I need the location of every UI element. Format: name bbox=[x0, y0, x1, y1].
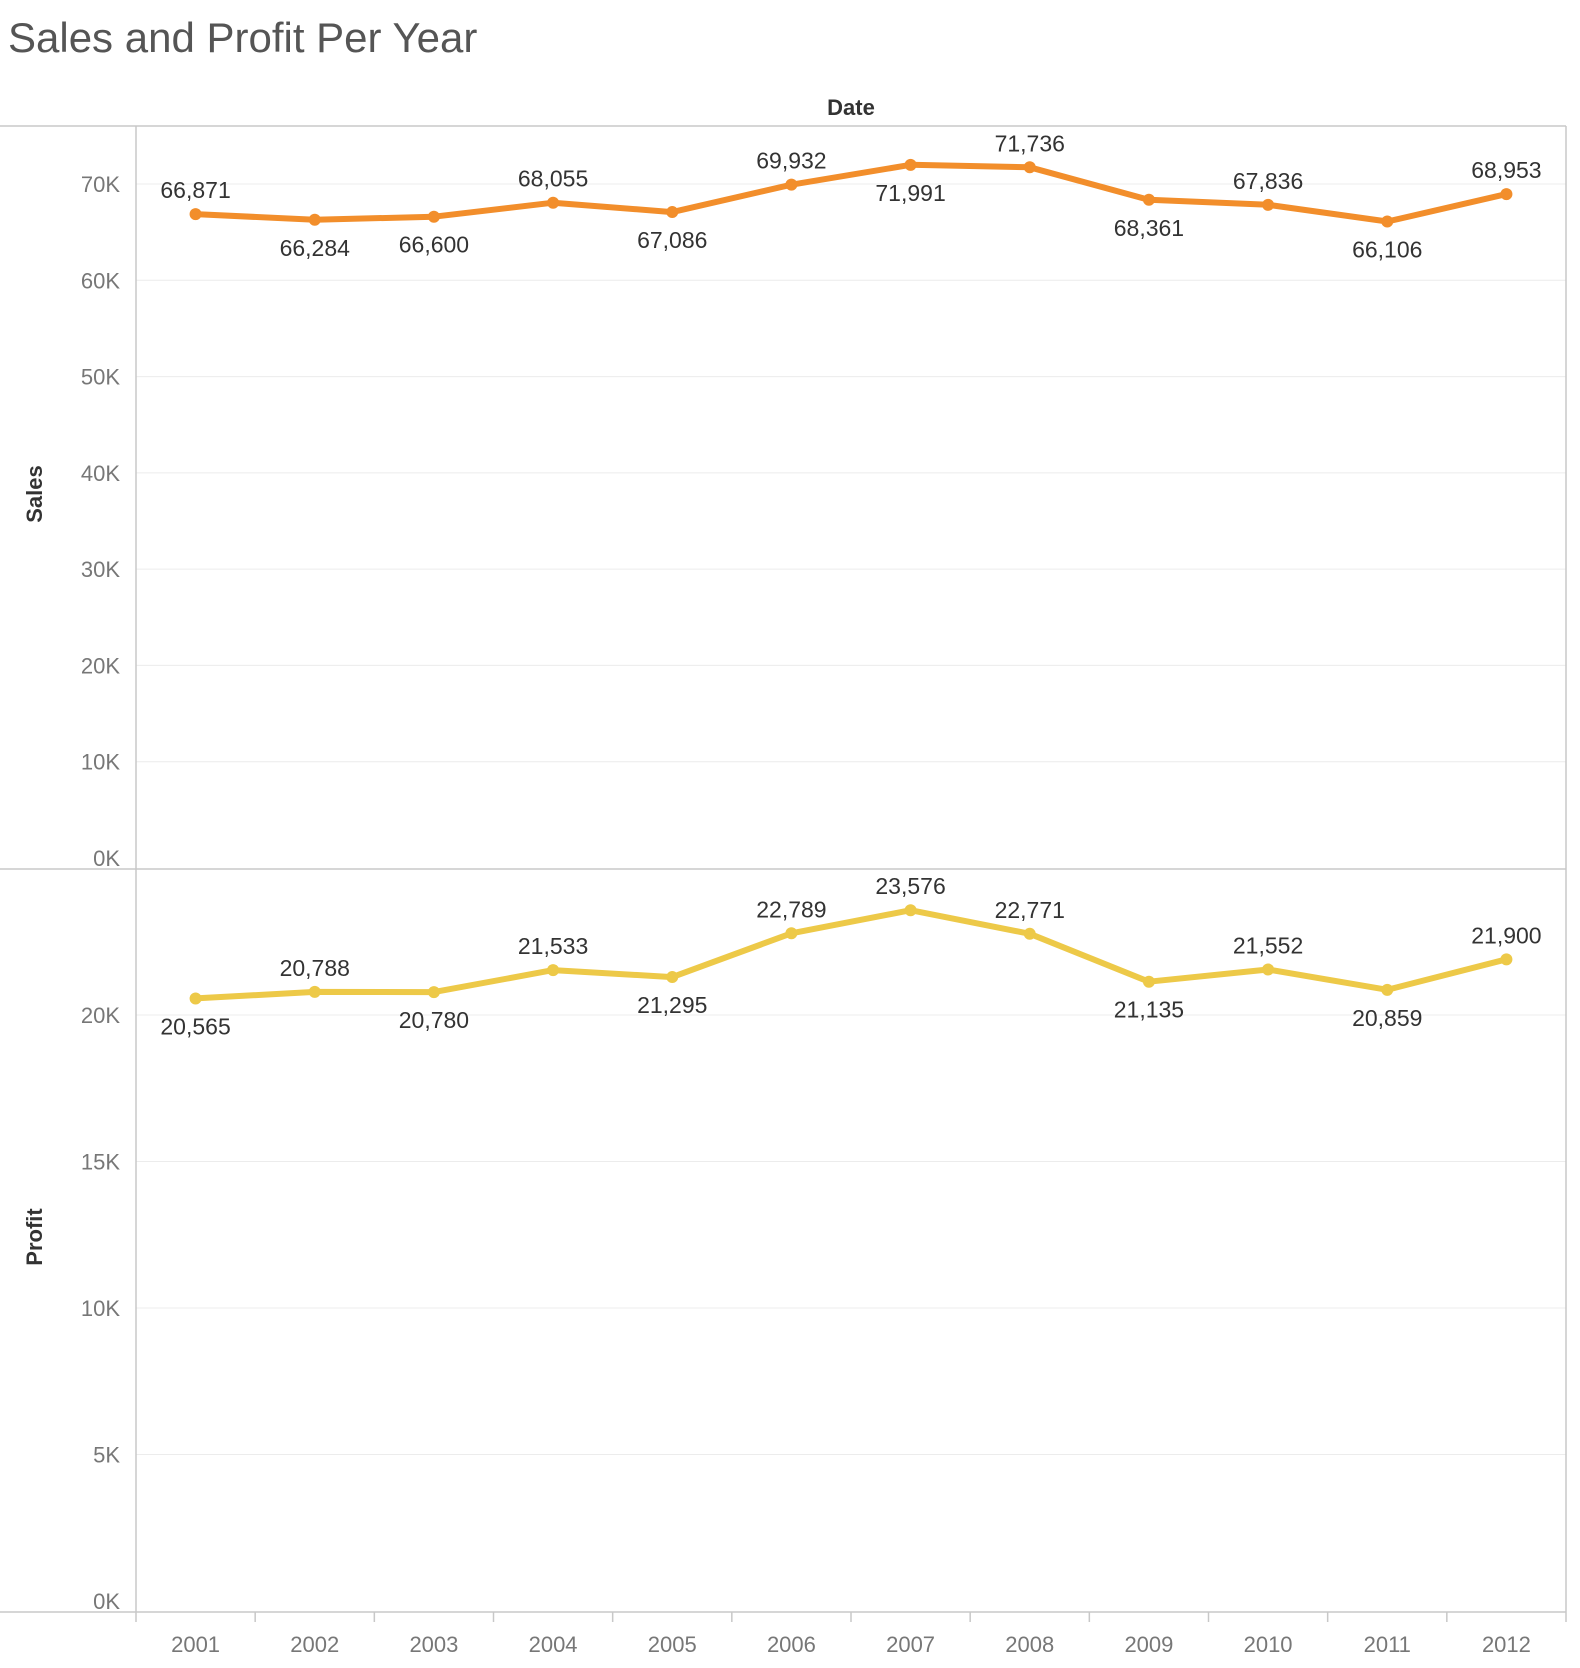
profit-data-label: 21,533 bbox=[518, 933, 588, 959]
x-tick-label: 2008 bbox=[1005, 1632, 1054, 1657]
sales-y-tick-label: 10K bbox=[81, 750, 120, 775]
sales-y-tick-label: 20K bbox=[81, 653, 120, 678]
sales-data-label: 67,836 bbox=[1233, 168, 1303, 194]
x-tick-label: 2003 bbox=[409, 1632, 458, 1657]
profit-data-label: 20,788 bbox=[280, 955, 350, 981]
sales-data-label: 66,106 bbox=[1352, 236, 1422, 262]
profit-data-label: 20,565 bbox=[160, 1013, 230, 1039]
sales-data-point bbox=[1500, 188, 1513, 201]
x-tick-label: 2002 bbox=[290, 1632, 339, 1657]
x-tick-label: 2006 bbox=[767, 1632, 816, 1657]
profit-data-point bbox=[1023, 927, 1036, 940]
x-tick-label: 2012 bbox=[1482, 1632, 1531, 1657]
sales-data-point bbox=[666, 206, 679, 219]
profit-data-label: 21,135 bbox=[1114, 997, 1184, 1023]
profit-data-label: 20,780 bbox=[399, 1007, 469, 1033]
x-tick-label: 2004 bbox=[529, 1632, 578, 1657]
sales-data-label: 67,086 bbox=[637, 227, 707, 253]
sales-data-point bbox=[427, 210, 440, 223]
profit-data-point bbox=[547, 964, 560, 977]
sales-data-label: 69,932 bbox=[756, 148, 826, 174]
profit-y-tick-label: 15K bbox=[81, 1150, 120, 1175]
profit-axis-label: Profit bbox=[22, 1208, 47, 1266]
sales-data-label: 66,871 bbox=[160, 177, 230, 203]
sales-data-label: 66,600 bbox=[399, 232, 469, 258]
profit-y-tick-label: 20K bbox=[81, 1003, 120, 1028]
profit-data-point bbox=[189, 992, 202, 1005]
sales-data-point bbox=[904, 158, 917, 171]
chart-title: Sales and Profit Per Year bbox=[8, 14, 478, 61]
sales-axis-label: Sales bbox=[22, 465, 47, 523]
sales-data-label: 68,361 bbox=[1114, 215, 1184, 241]
profit-data-point bbox=[1142, 975, 1155, 988]
sales-data-point bbox=[1262, 198, 1275, 211]
sales-y-tick-label: 70K bbox=[81, 172, 120, 197]
profit-data-label: 22,771 bbox=[995, 897, 1065, 923]
sales-data-label: 68,953 bbox=[1471, 157, 1541, 183]
sales-y-tick-label: 30K bbox=[81, 557, 120, 582]
profit-data-label: 20,859 bbox=[1352, 1005, 1422, 1031]
profit-data-point bbox=[427, 986, 440, 999]
profit-data-point bbox=[1500, 953, 1513, 966]
sales-data-label: 66,284 bbox=[280, 235, 351, 261]
profit-data-label: 22,789 bbox=[756, 896, 826, 922]
profit-data-point bbox=[308, 985, 321, 998]
sales-series-line bbox=[192, 161, 1510, 225]
column-header: Date bbox=[827, 95, 875, 120]
profit-series-line bbox=[192, 907, 1510, 1002]
x-tick-label: 2009 bbox=[1124, 1632, 1173, 1657]
profit-y-tick-label: 0K bbox=[93, 1589, 120, 1614]
sales-y-tick-label: 40K bbox=[81, 461, 120, 486]
sales-data-label: 71,991 bbox=[875, 180, 945, 206]
sales-y-tick-label: 50K bbox=[81, 365, 120, 390]
profit-y-tick-label: 10K bbox=[81, 1296, 120, 1321]
profit-data-label: 23,576 bbox=[875, 873, 945, 899]
profit-data-point bbox=[1262, 963, 1275, 976]
profit-y-tick-label: 5K bbox=[93, 1443, 120, 1468]
sales-data-point bbox=[1023, 161, 1036, 174]
x-tick-label: 2001 bbox=[171, 1632, 220, 1657]
profit-data-label: 21,900 bbox=[1471, 922, 1541, 948]
sales-data-point bbox=[308, 213, 321, 226]
sales-data-point bbox=[1142, 193, 1155, 206]
sales-y-tick-label: 0K bbox=[93, 846, 120, 871]
sales-data-point bbox=[785, 178, 798, 191]
sales-data-label: 71,736 bbox=[995, 130, 1065, 156]
profit-data-point bbox=[904, 904, 917, 917]
profit-data-label: 21,295 bbox=[637, 992, 707, 1018]
profit-data-label: 21,552 bbox=[1233, 933, 1303, 959]
x-tick-label: 2011 bbox=[1364, 1632, 1411, 1657]
sales-data-point bbox=[547, 196, 560, 209]
profit-data-point bbox=[666, 971, 679, 984]
sales-data-point bbox=[189, 208, 202, 221]
x-tick-label: 2010 bbox=[1244, 1632, 1293, 1657]
sales-data-point bbox=[1381, 215, 1394, 228]
x-tick-label: 2005 bbox=[648, 1632, 697, 1657]
sales-data-label: 68,055 bbox=[518, 166, 588, 192]
profit-data-point bbox=[1381, 983, 1394, 996]
profit-data-point bbox=[785, 927, 798, 940]
sales-y-tick-label: 60K bbox=[81, 268, 120, 293]
x-tick-label: 2007 bbox=[886, 1632, 935, 1657]
